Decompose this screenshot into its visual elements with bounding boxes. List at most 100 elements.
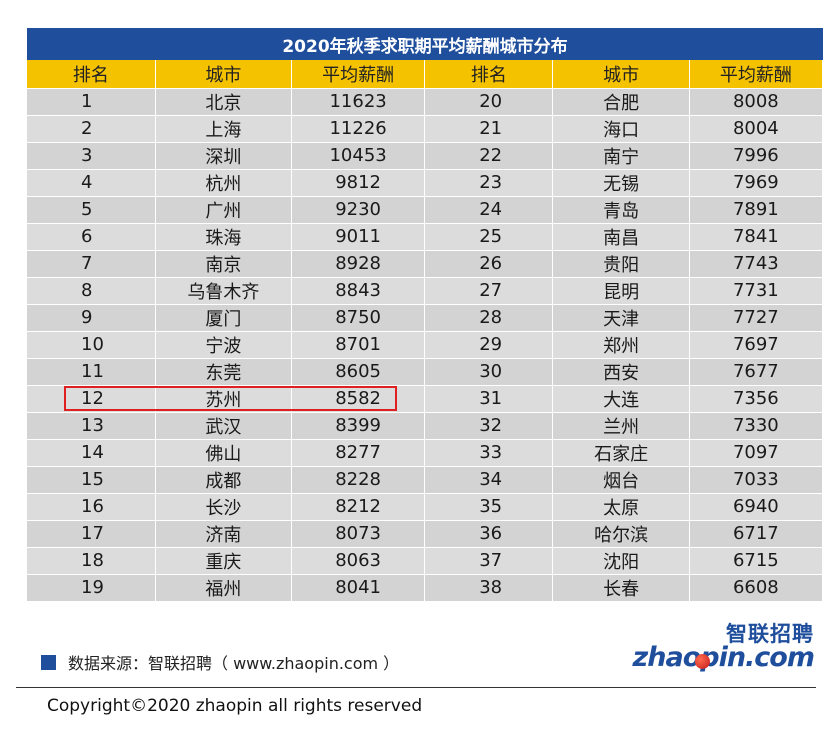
cell-salary: 7969 (689, 169, 824, 197)
table-row: 6 珠海 9011 25 南昌 7841 (27, 223, 824, 251)
cell-salary: 8063 (291, 547, 426, 575)
cell-city: 东莞 (155, 358, 292, 386)
cell-salary: 8843 (291, 277, 426, 305)
table-row: 4 杭州 9812 23 无锡 7969 (27, 169, 824, 197)
cell-city: 珠海 (155, 223, 292, 251)
cell-salary: 7731 (689, 277, 824, 305)
cell-salary: 8399 (291, 412, 426, 440)
table-row: 7 南京 8928 26 贵阳 7743 (27, 250, 824, 278)
cell-rank: 19 (27, 574, 156, 602)
cell-salary: 7743 (689, 250, 824, 278)
cell-rank: 18 (27, 547, 156, 575)
cell-rank: 38 (424, 574, 554, 602)
cell-salary: 7677 (689, 358, 824, 386)
cell-salary: 8582 (291, 385, 426, 413)
cell-salary: 8008 (689, 88, 824, 116)
source-text: 数据来源：智联招聘（ www.zhaopin.com ） (68, 654, 400, 673)
cell-city: 广州 (155, 196, 292, 224)
cell-city: 西安 (552, 358, 690, 386)
table-row: 11 东莞 8605 30 西安 7677 (27, 358, 824, 386)
cell-city: 南京 (155, 250, 292, 278)
cell-city: 杭州 (155, 169, 292, 197)
cell-rank: 22 (424, 142, 554, 170)
cell-city: 长春 (552, 574, 690, 602)
table-row: 18 重庆 8063 37 沈阳 6715 (27, 547, 824, 575)
cell-salary: 7697 (689, 331, 824, 359)
cell-rank: 5 (27, 196, 156, 224)
cell-salary: 7727 (689, 304, 824, 332)
cell-city: 哈尔滨 (552, 520, 690, 548)
cell-city: 重庆 (155, 547, 292, 575)
header-salary: 平均薪酬 (689, 60, 824, 89)
cell-rank: 37 (424, 547, 554, 575)
cell-city: 北京 (155, 88, 292, 116)
cell-city: 昆明 (552, 277, 690, 305)
cell-city: 海口 (552, 115, 690, 143)
cell-city: 深圳 (155, 142, 292, 170)
cell-salary: 6940 (689, 493, 824, 521)
table-row: 10 宁波 8701 29 郑州 7697 (27, 331, 824, 359)
cell-rank: 16 (27, 493, 156, 521)
cell-salary: 8701 (291, 331, 426, 359)
cell-city: 青岛 (552, 196, 690, 224)
table-row: 5 广州 9230 24 青岛 7891 (27, 196, 824, 224)
salary-table: 排名 城市 平均薪酬 排名 城市 平均薪酬 1 北京 11623 20 合肥 8008 2 上… (27, 60, 824, 602)
cell-rank: 20 (424, 88, 554, 116)
cell-city: 成都 (155, 466, 292, 494)
table-row: 16 长沙 8212 35 太原 6940 (27, 493, 824, 521)
cell-salary: 8605 (291, 358, 426, 386)
logo-ball-icon (695, 654, 710, 669)
source-note: 数据来源：智联招聘（ www.zhaopin.com ） (41, 650, 399, 674)
table-row: 15 成都 8228 34 烟台 7033 (27, 466, 824, 494)
table-row: 9 厦门 8750 28 天津 7727 (27, 304, 824, 332)
cell-city: 上海 (155, 115, 292, 143)
zhaopin-logo: 智联招聘 zhaopin.com (633, 618, 820, 680)
cell-rank: 7 (27, 250, 156, 278)
cell-rank: 10 (27, 331, 156, 359)
table-row: 19 福州 8041 38 长春 6608 (27, 574, 824, 602)
table-row: 13 武汉 8399 32 兰州 7330 (27, 412, 824, 440)
cell-rank: 11 (27, 358, 156, 386)
cell-city: 福州 (155, 574, 292, 602)
cell-city: 厦门 (155, 304, 292, 332)
cell-rank: 3 (27, 142, 156, 170)
header-city: 城市 (552, 60, 690, 89)
cell-salary: 7097 (689, 439, 824, 467)
cell-rank: 24 (424, 196, 554, 224)
cell-city: 石家庄 (552, 439, 690, 467)
cell-city: 无锡 (552, 169, 690, 197)
cell-rank: 8 (27, 277, 156, 305)
cell-city: 苏州 (155, 385, 292, 413)
logo-cn-text: 智联招聘 (726, 622, 814, 646)
cell-salary: 8212 (291, 493, 426, 521)
cell-rank: 36 (424, 520, 554, 548)
cell-rank: 6 (27, 223, 156, 251)
cell-rank: 31 (424, 385, 554, 413)
cell-salary: 7330 (689, 412, 824, 440)
cell-rank: 17 (27, 520, 156, 548)
cell-salary: 7841 (689, 223, 824, 251)
cell-salary: 7996 (689, 142, 824, 170)
source-marker-icon (41, 654, 56, 670)
cell-salary: 8228 (291, 466, 426, 494)
cell-rank: 13 (27, 412, 156, 440)
cell-rank: 26 (424, 250, 554, 278)
cell-rank: 29 (424, 331, 554, 359)
header-salary: 平均薪酬 (291, 60, 426, 89)
cell-rank: 14 (27, 439, 156, 467)
cell-rank: 34 (424, 466, 554, 494)
cell-city: 太原 (552, 493, 690, 521)
cell-rank: 2 (27, 115, 156, 143)
table-row: 12 苏州 8582 31 大连 7356 (27, 385, 824, 413)
cell-salary: 6717 (689, 520, 824, 548)
table-row: 3 深圳 10453 22 南宁 7996 (27, 142, 824, 170)
header-rank: 排名 (424, 60, 554, 89)
header-rank: 排名 (27, 60, 156, 89)
cell-salary: 8928 (291, 250, 426, 278)
cell-city: 合肥 (552, 88, 690, 116)
cell-city: 兰州 (552, 412, 690, 440)
cell-salary: 8750 (291, 304, 426, 332)
table-row: 2 上海 11226 21 海口 8004 (27, 115, 824, 143)
header-city: 城市 (155, 60, 292, 89)
logo-en-text: zhaopin.com (632, 642, 815, 673)
